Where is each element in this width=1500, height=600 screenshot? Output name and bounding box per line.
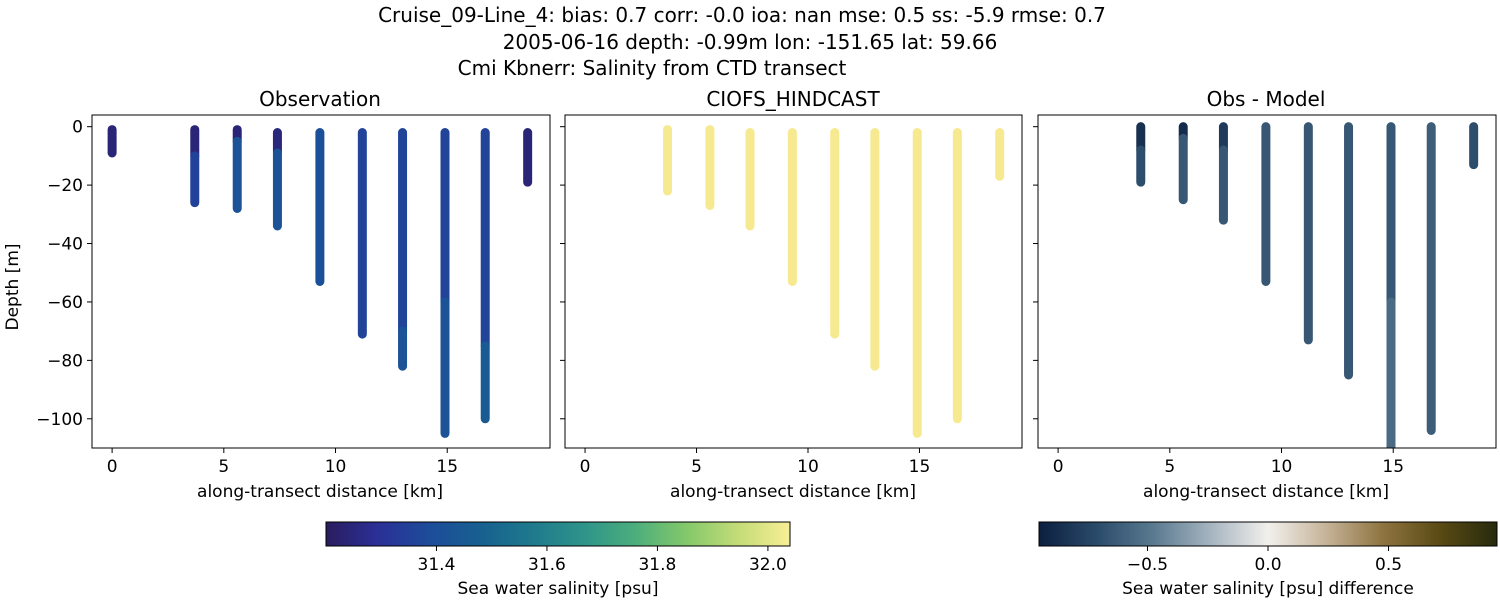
difference-panel-title: Obs - Model <box>1207 87 1326 111</box>
salinity-colorbar-tick-label-2: 31.8 <box>638 555 676 575</box>
y-axis-label: Depth [m] <box>3 243 23 330</box>
axes-frame <box>564 114 1023 449</box>
y-tick-label-5: −100 <box>36 410 83 430</box>
profile-marks <box>663 125 1005 438</box>
x-tick-label-0: 0 <box>1053 457 1064 477</box>
difference-colorbar-tick-label-1: 0.0 <box>1254 555 1281 575</box>
y-tick-label-3: −60 <box>47 293 83 313</box>
observation-panel-title: Observation <box>259 87 381 111</box>
x-tick-label-1: 5 <box>1164 457 1175 477</box>
x-tick-label-2: 10 <box>325 457 347 477</box>
salinity-colorbar: Sea water salinity [psu] 31.4 31.6 31.8 32.… <box>325 521 791 599</box>
figure-title-line-1: Cruise_09-Line_4: bias: 0.7 corr: -0.0 i… <box>378 3 1106 27</box>
figure-title-line-2: 2005-06-16 depth: -0.99m lon: -151.65 la… <box>503 30 998 54</box>
profile-marks <box>107 125 533 438</box>
salinity-colorbar-tick-label-1: 31.6 <box>528 555 566 575</box>
x-tick-label-2: 10 <box>1271 457 1293 477</box>
difference-panel: 0 5 10 15 <box>1033 114 1497 477</box>
model-panel-title: CIOFS_HINDCAST <box>706 87 880 111</box>
y-tick-label-2: −40 <box>47 235 83 255</box>
x-tick-label-3: 15 <box>909 457 931 477</box>
x-tick-label-3: 15 <box>436 457 458 477</box>
salinity-colorbar-tick-label-0: 31.4 <box>418 555 456 575</box>
salinity-colorbar-gradient <box>325 521 791 547</box>
x-tick-label-0: 0 <box>107 457 118 477</box>
x-tick-label-3: 15 <box>1382 457 1404 477</box>
y-tick-label-0: 0 <box>72 118 83 138</box>
profile-marks <box>1136 122 1479 448</box>
difference-x-axis-label: along-transect distance [km] <box>1143 482 1389 502</box>
observation-x-axis-label: along-transect distance [km] <box>197 482 443 502</box>
difference-colorbar-tick-label-2: 0.5 <box>1375 555 1402 575</box>
difference-colorbar-label: Sea water salinity [psu] difference <box>1122 579 1414 599</box>
difference-colorbar: Sea water salinity [psu] difference −0.5… <box>1038 521 1498 599</box>
difference-colorbar-gradient <box>1038 521 1498 547</box>
salinity-colorbar-label: Sea water salinity [psu] <box>458 579 659 599</box>
x-tick-label-0: 0 <box>580 457 591 477</box>
salinity-colorbar-tick-label-3: 32.0 <box>749 555 787 575</box>
model-panel: 0 5 10 15 <box>560 114 1023 477</box>
figure-title-line-3: Cmi Kbnerr: Salinity from CTD transect <box>458 56 847 80</box>
axes-frame <box>1037 114 1497 449</box>
axes-frame <box>91 114 551 449</box>
observation-panel: 0 5 10 15 0 −20 −40 −60 −80 −100 <box>36 114 551 477</box>
x-tick-label-1: 5 <box>218 457 229 477</box>
y-tick-label-4: −80 <box>47 351 83 371</box>
y-tick-label-1: −20 <box>47 176 83 196</box>
model-x-axis-label: along-transect distance [km] <box>670 482 916 502</box>
x-tick-label-2: 10 <box>797 457 819 477</box>
difference-colorbar-tick-label-0: −0.5 <box>1127 555 1168 575</box>
x-tick-label-1: 5 <box>691 457 702 477</box>
